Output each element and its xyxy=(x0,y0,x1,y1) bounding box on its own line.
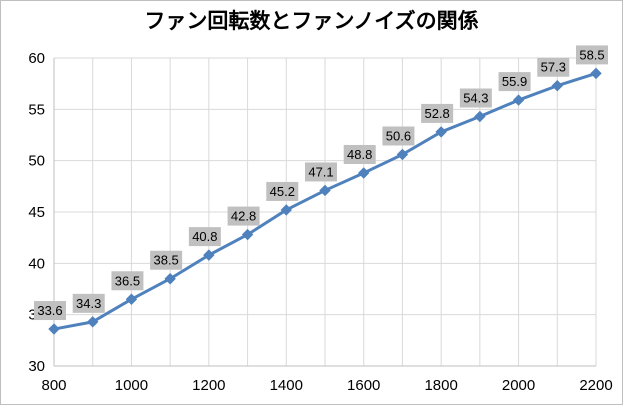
data-label-box xyxy=(421,103,454,123)
x-tick-label: 1000 xyxy=(115,377,148,394)
data-point-marker xyxy=(590,67,602,80)
data-point-marker xyxy=(396,148,409,161)
x-tick-label: 2000 xyxy=(502,377,535,394)
data-label-box xyxy=(188,227,221,247)
data-point-marker xyxy=(512,94,525,106)
data-label: 52.8 xyxy=(424,106,449,121)
data-label-box xyxy=(111,271,144,291)
data-label-box xyxy=(227,206,260,226)
data-label-box xyxy=(382,126,415,146)
data-point-marker xyxy=(48,323,60,335)
data-label: 48.8 xyxy=(347,147,372,162)
x-tick-label: 2200 xyxy=(579,377,612,394)
data-label: 57.3 xyxy=(541,60,566,75)
y-tick-label: 45 xyxy=(28,204,45,221)
data-point-marker xyxy=(551,80,563,92)
data-label: 47.1 xyxy=(308,164,333,179)
data-label-box xyxy=(72,293,105,313)
data-point-marker xyxy=(435,126,447,138)
data-point-marker xyxy=(358,167,370,179)
y-tick-label: 60 xyxy=(28,50,45,67)
data-point-marker xyxy=(474,110,486,123)
data-label: 55.9 xyxy=(502,74,527,89)
data-label: 36.5 xyxy=(115,273,140,288)
data-label: 54.3 xyxy=(463,91,488,106)
data-point-marker xyxy=(203,249,215,261)
data-label: 42.8 xyxy=(231,209,256,224)
data-label: 40.8 xyxy=(192,229,217,244)
data-label: 58.5 xyxy=(579,47,604,62)
x-tick-label: 1200 xyxy=(192,377,225,394)
data-point-marker xyxy=(87,316,99,328)
x-tick-label: 1800 xyxy=(424,377,457,394)
data-label-box xyxy=(459,88,492,108)
x-tick-label: 1400 xyxy=(270,377,303,394)
data-label-box xyxy=(150,250,183,270)
data-point-marker xyxy=(280,204,292,216)
data-label: 33.6 xyxy=(37,303,62,318)
grid-layer xyxy=(53,57,597,367)
data-point-marker xyxy=(319,184,331,197)
data-label: 50.6 xyxy=(386,129,411,144)
data-label-box xyxy=(537,57,570,77)
data-label: 38.5 xyxy=(153,253,178,268)
y-tick-label: 50 xyxy=(28,153,45,170)
y-tick-label: 30 xyxy=(28,358,45,375)
data-label: 34.3 xyxy=(76,296,101,311)
data-point-marker xyxy=(241,228,254,241)
data-label-box xyxy=(305,162,337,182)
axis-layer: 3035404550556080010001200140016001800200… xyxy=(28,50,612,394)
data-label-layer: 33.6 34.3 36.5 38.5 40.8 42.8 45.2 47.1 48.8 50.6… xyxy=(34,45,608,321)
y-tick-label: 55 xyxy=(28,101,45,118)
y-tick-label: 40 xyxy=(28,255,45,272)
x-tick-label: 800 xyxy=(41,377,66,394)
data-label-box xyxy=(576,45,608,65)
data-label-box xyxy=(266,181,299,201)
data-label-box xyxy=(498,72,531,92)
chart-title: ファン回転数とファンノイズの関係 xyxy=(144,9,479,33)
data-point-marker xyxy=(164,273,176,285)
data-label-box xyxy=(343,144,376,164)
x-tick-label: 1600 xyxy=(347,377,380,394)
data-label-box xyxy=(34,301,66,321)
data-point-marker xyxy=(125,293,138,305)
data-label: 45.2 xyxy=(270,184,295,199)
series-layer xyxy=(48,67,602,335)
